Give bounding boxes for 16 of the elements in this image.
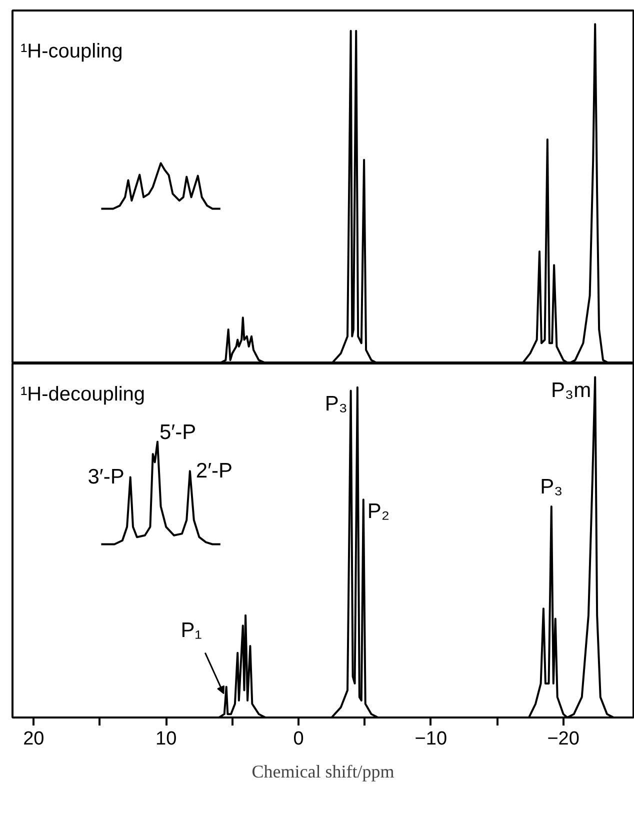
x-tick-label: −20 — [547, 728, 580, 750]
annotation: P₃m — [551, 379, 592, 402]
x-tick-label: −10 — [414, 728, 448, 750]
annotation: 2′-P — [196, 460, 233, 483]
annotation: P₂ — [367, 500, 390, 524]
x-tick-label: 0 — [293, 728, 304, 750]
annotation: P₃ — [540, 475, 563, 498]
annotation: 3′-P — [88, 466, 124, 489]
annotation: ¹H-coupling — [20, 40, 123, 62]
annotation: P₁ — [180, 618, 202, 642]
annotation: ¹H-decoupling — [20, 384, 146, 406]
x-axis-title: Chemical shift/ppm — [252, 762, 394, 782]
x-tick-label: 10 — [156, 728, 177, 750]
x-tick-label: 20 — [23, 728, 44, 750]
annotation: 5′-P — [159, 420, 196, 444]
annotation: P₃ — [324, 392, 348, 416]
